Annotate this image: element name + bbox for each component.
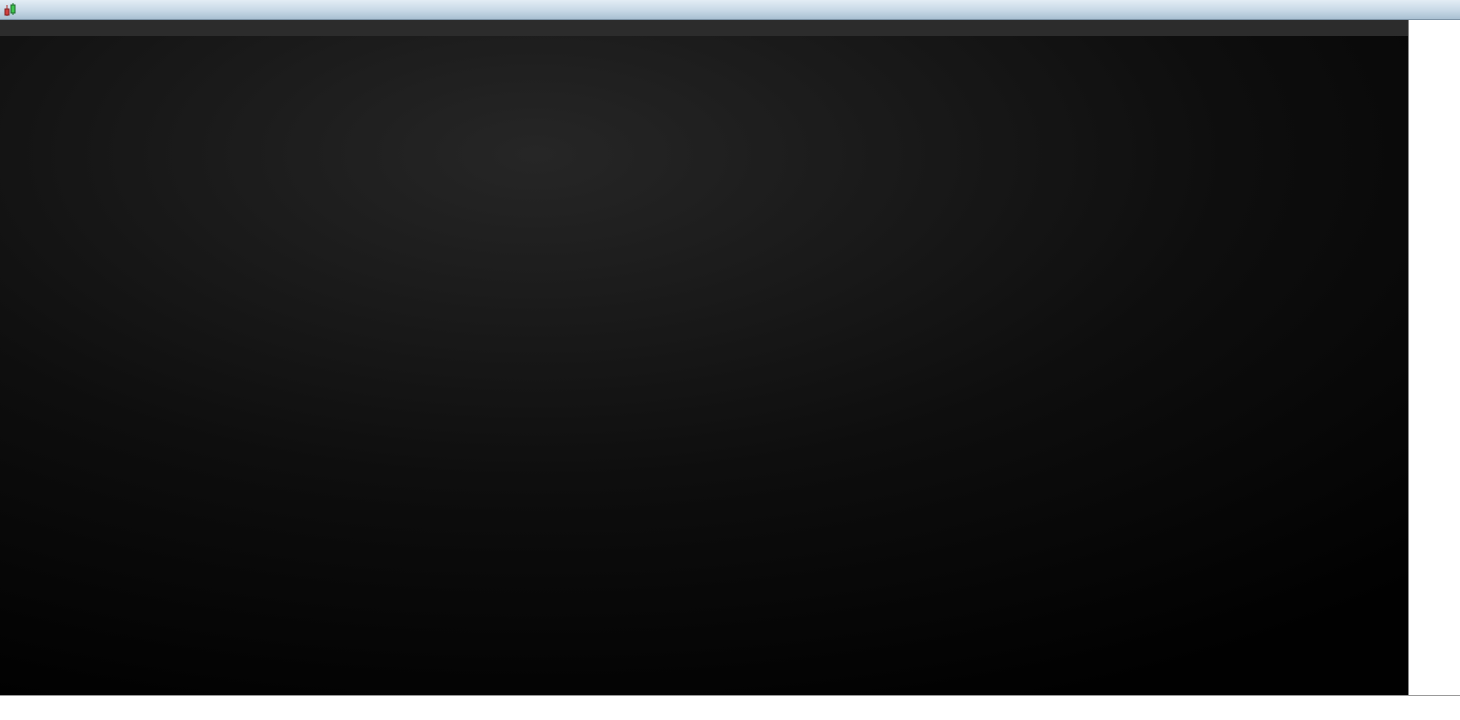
- time-axis[interactable]: [0, 695, 1460, 720]
- indicator-legend-bar: [0, 20, 1408, 36]
- chart-background: [0, 36, 1408, 695]
- chart-canvas[interactable]: [0, 36, 1408, 695]
- price-axis[interactable]: [1408, 20, 1460, 695]
- candlestick-icon: [3, 2, 18, 17]
- chart-plot-area[interactable]: [0, 36, 1408, 695]
- title-bar: [0, 0, 1460, 20]
